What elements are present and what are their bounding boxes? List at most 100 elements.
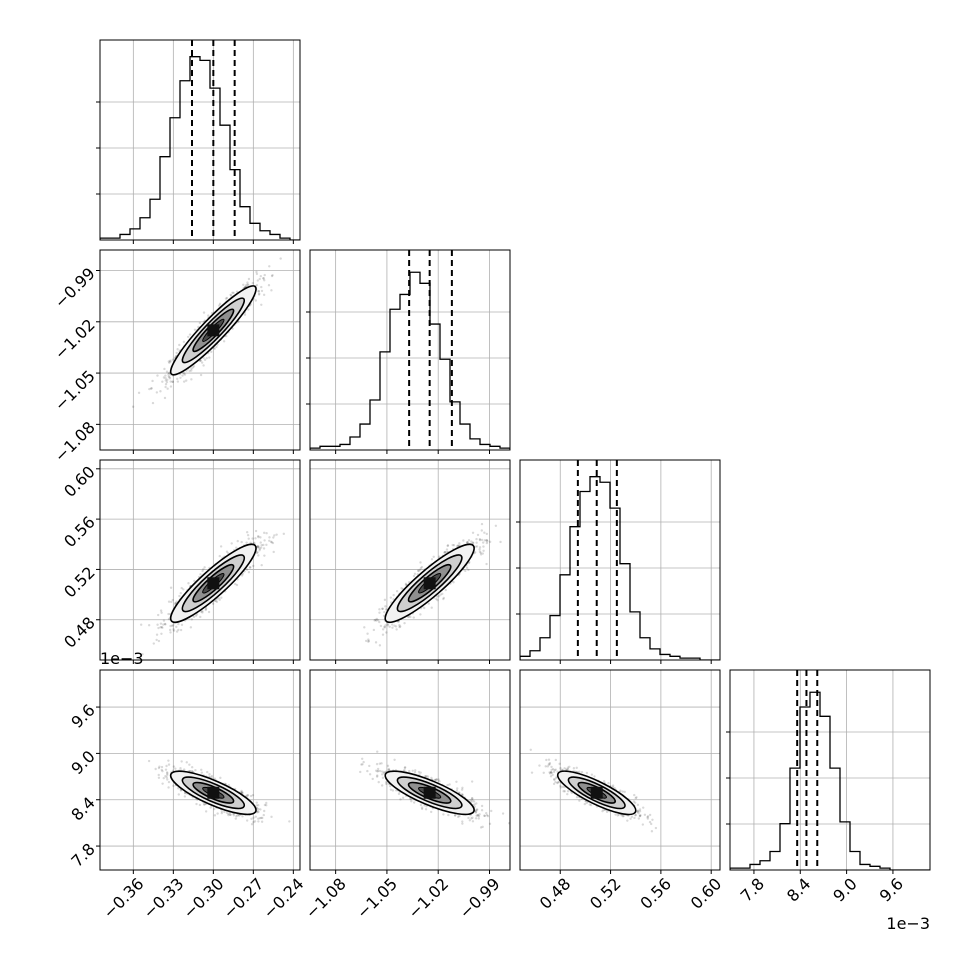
sample-point <box>479 553 483 556</box>
sample-point <box>229 293 232 296</box>
sample-point <box>160 611 163 614</box>
sample-point <box>263 554 266 557</box>
sample-point <box>228 813 232 817</box>
sample-point <box>161 380 164 383</box>
sample-point <box>247 308 250 311</box>
sample-point <box>259 546 263 549</box>
sample-point <box>218 598 221 601</box>
sample-point <box>372 628 376 632</box>
sample-point <box>262 813 265 817</box>
sample-point <box>260 563 263 567</box>
sample-point <box>157 776 161 780</box>
sample-point <box>213 777 217 780</box>
sample-point <box>452 544 456 547</box>
sample-point <box>164 775 167 778</box>
sample-point <box>270 289 273 292</box>
sample-point <box>257 546 261 549</box>
sample-point <box>258 547 262 550</box>
sample-point <box>203 358 207 362</box>
sample-point <box>367 640 370 643</box>
sample-point <box>159 626 162 629</box>
sample-point <box>160 765 164 769</box>
sample-point <box>446 544 449 548</box>
sample-point <box>207 610 211 614</box>
sample-point <box>270 540 273 544</box>
sample-point <box>383 610 386 614</box>
sample-point <box>166 773 169 777</box>
sample-point <box>257 289 260 293</box>
sample-point <box>246 794 249 797</box>
sample-point <box>190 766 194 769</box>
sample-point <box>389 596 393 599</box>
sample-point <box>443 551 446 554</box>
sample-point <box>187 582 190 585</box>
sample-point <box>395 589 399 593</box>
sample-point <box>190 367 193 370</box>
sample-point <box>170 624 174 627</box>
sample-point <box>220 596 223 599</box>
sample-point <box>229 813 232 816</box>
sample-point <box>195 802 198 806</box>
sample-point <box>246 281 249 284</box>
sample-point <box>176 380 180 383</box>
sample-point <box>263 539 266 542</box>
sample-point <box>435 778 438 781</box>
sample-point <box>232 291 235 295</box>
sample-point <box>245 819 249 822</box>
sample-point <box>208 772 211 776</box>
sample-point <box>192 365 196 368</box>
sample-point <box>165 771 169 774</box>
sample-point <box>272 536 275 539</box>
sample-point <box>157 773 160 777</box>
sample-point <box>256 279 260 282</box>
sample-point <box>230 542 233 545</box>
sample-point <box>168 376 171 379</box>
sample-point <box>183 373 187 376</box>
sample-point <box>163 367 166 371</box>
sample-point <box>375 617 379 621</box>
sample-point <box>165 380 169 384</box>
sample-point <box>255 804 258 807</box>
sample-point <box>265 801 268 805</box>
sample-point <box>200 768 203 771</box>
sample-point <box>197 325 200 329</box>
sample-point <box>245 568 249 571</box>
sample-point <box>485 532 489 536</box>
sample-point <box>392 593 395 597</box>
sample-point <box>478 538 482 542</box>
sample-point <box>231 291 234 295</box>
sample-point <box>404 583 408 587</box>
sample-point <box>398 624 401 627</box>
sample-point <box>150 387 153 390</box>
sample-point <box>419 613 422 616</box>
sample-point <box>374 618 377 622</box>
sample-point <box>232 814 236 817</box>
sample-point <box>164 768 168 771</box>
sample-point <box>167 612 170 616</box>
sample-point <box>443 551 447 554</box>
sample-point <box>175 351 178 355</box>
sample-point <box>262 543 265 547</box>
sample-point <box>177 628 180 632</box>
sample-point <box>198 321 202 325</box>
sample-point <box>524 515 526 517</box>
sample-point <box>419 561 422 564</box>
sample-point <box>199 615 202 619</box>
sample-point <box>464 569 467 573</box>
sample-point <box>258 816 262 820</box>
sample-point <box>248 566 252 569</box>
sample-point <box>275 533 278 536</box>
sample-point <box>479 551 482 554</box>
sample-point <box>245 541 248 544</box>
sample-point <box>169 631 172 634</box>
sample-point <box>483 539 487 542</box>
sample-point <box>201 611 204 614</box>
sample-point <box>279 257 282 260</box>
sample-point <box>255 801 258 804</box>
sample-point <box>152 642 155 645</box>
sample-point <box>167 360 171 363</box>
sample-point <box>179 592 182 595</box>
sample-point <box>395 628 398 631</box>
sample-point <box>384 605 387 608</box>
sample-point <box>220 811 223 815</box>
